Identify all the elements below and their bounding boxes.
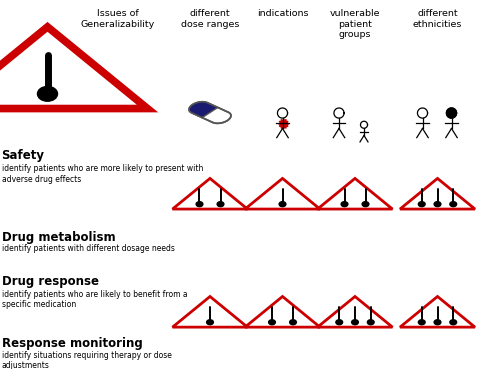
Text: Issues of
Generalizability: Issues of Generalizability [80,9,154,29]
Text: identify patients with different dosage needs: identify patients with different dosage … [2,244,174,253]
Circle shape [196,202,203,207]
Polygon shape [278,119,288,129]
Text: Safety: Safety [2,149,44,162]
Text: indications: indications [257,9,308,18]
Circle shape [450,202,456,207]
Polygon shape [400,179,475,209]
Text: vulnerable
patient
groups: vulnerable patient groups [330,9,380,39]
Polygon shape [0,27,148,108]
Circle shape [268,320,276,325]
Text: Drug metabolism: Drug metabolism [2,231,115,244]
Polygon shape [334,108,344,118]
Circle shape [341,202,348,207]
Polygon shape [245,297,320,327]
Text: identify patients who are more likely to present with
adverse drug effects: identify patients who are more likely to… [2,164,203,184]
Circle shape [38,86,58,101]
Circle shape [217,202,224,207]
Polygon shape [418,108,428,118]
Polygon shape [189,102,231,123]
Circle shape [206,320,214,325]
Polygon shape [172,179,248,209]
Polygon shape [245,179,320,209]
Polygon shape [318,297,392,327]
Polygon shape [360,121,368,128]
Polygon shape [189,102,218,118]
Polygon shape [400,297,475,327]
Text: Response monitoring: Response monitoring [2,337,142,349]
Circle shape [368,320,374,325]
Circle shape [434,202,441,207]
Text: different
ethnicities: different ethnicities [413,9,462,29]
Polygon shape [172,297,248,327]
Circle shape [336,320,342,325]
Text: identify patients who are likely to benefit from a
specific medication: identify patients who are likely to bene… [2,290,187,309]
Circle shape [362,202,369,207]
Circle shape [434,320,441,325]
Text: different
dose ranges: different dose ranges [181,9,239,29]
Circle shape [418,320,425,325]
Text: identify situations requiring therapy or dose
adjustments: identify situations requiring therapy or… [2,351,172,369]
Circle shape [352,320,358,325]
Polygon shape [278,108,287,118]
Circle shape [290,320,296,325]
Polygon shape [446,108,456,118]
Circle shape [279,202,286,207]
Polygon shape [318,179,392,209]
Circle shape [450,320,456,325]
Text: Drug response: Drug response [2,275,98,288]
Circle shape [418,202,425,207]
